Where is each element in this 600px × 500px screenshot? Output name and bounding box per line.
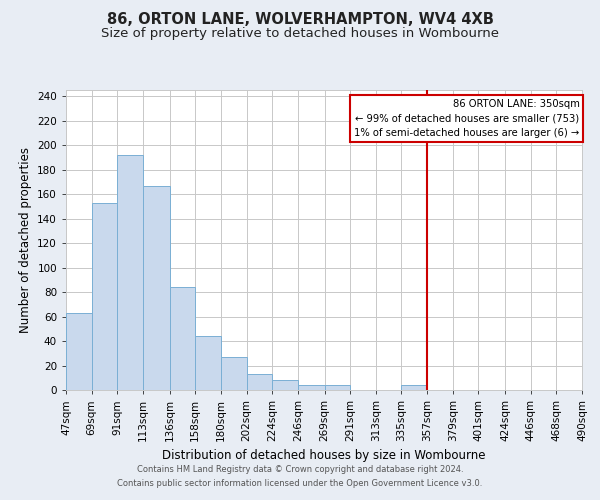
Text: 86, ORTON LANE, WOLVERHAMPTON, WV4 4XB: 86, ORTON LANE, WOLVERHAMPTON, WV4 4XB bbox=[107, 12, 493, 28]
X-axis label: Distribution of detached houses by size in Wombourne: Distribution of detached houses by size … bbox=[162, 450, 486, 462]
Y-axis label: Number of detached properties: Number of detached properties bbox=[19, 147, 32, 333]
Bar bbox=[195, 336, 221, 390]
Text: 86 ORTON LANE: 350sqm
← 99% of detached houses are smaller (753)
1% of semi-deta: 86 ORTON LANE: 350sqm ← 99% of detached … bbox=[354, 99, 580, 138]
Bar bbox=[66, 313, 92, 390]
Text: Contains HM Land Registry data © Crown copyright and database right 2024.
Contai: Contains HM Land Registry data © Crown c… bbox=[118, 466, 482, 487]
Bar bbox=[170, 287, 195, 390]
Bar bbox=[247, 374, 272, 390]
Bar bbox=[117, 155, 143, 390]
Bar bbox=[92, 202, 117, 390]
Bar bbox=[298, 385, 325, 390]
Text: Size of property relative to detached houses in Wombourne: Size of property relative to detached ho… bbox=[101, 28, 499, 40]
Bar bbox=[143, 186, 170, 390]
Bar bbox=[272, 380, 298, 390]
Bar bbox=[325, 385, 350, 390]
Bar bbox=[401, 385, 427, 390]
Bar bbox=[221, 357, 247, 390]
